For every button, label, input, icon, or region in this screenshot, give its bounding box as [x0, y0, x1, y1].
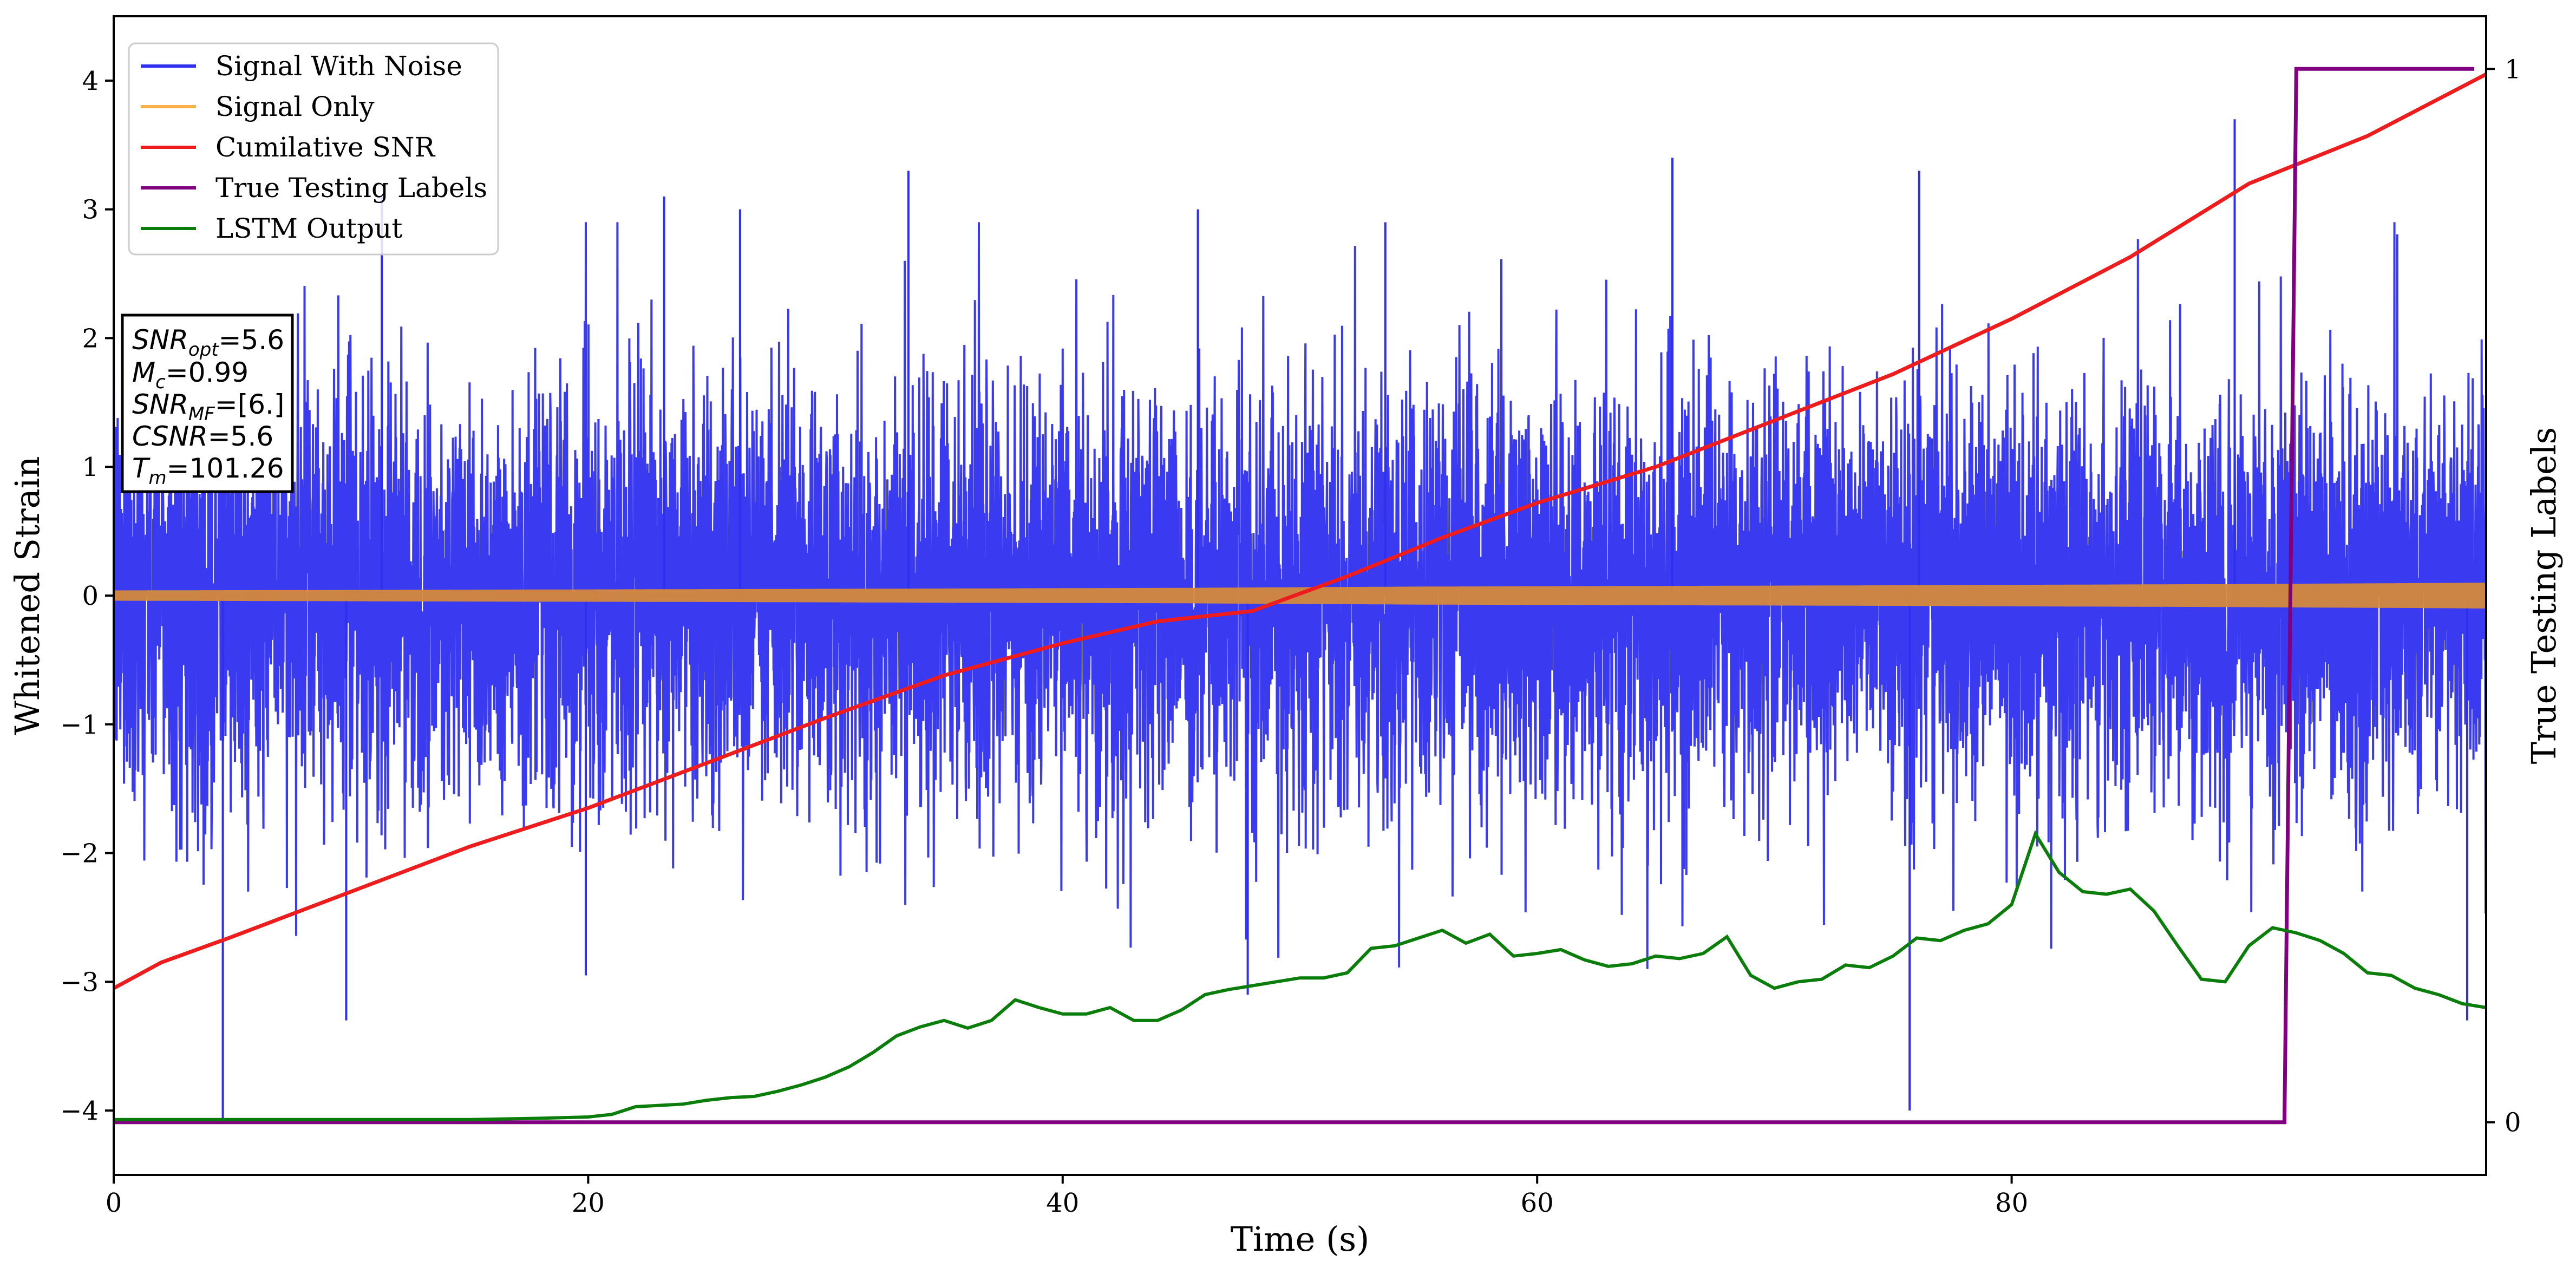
info-sub: c — [155, 371, 166, 393]
y-tick-label: 4 — [82, 66, 99, 96]
x-tick-label: 20 — [572, 1188, 605, 1218]
y-tick-label: 2 — [82, 323, 99, 354]
y-right-tick-label: 1 — [2505, 54, 2521, 84]
info-eq: =[6.] — [215, 389, 285, 420]
info-sym: CSNR — [132, 421, 208, 452]
info-sym: T — [132, 453, 151, 484]
info-line-snr-opt: SNRopt=5.6 — [132, 324, 284, 361]
info-sym: SNR — [132, 324, 188, 356]
y-tick-label: −4 — [60, 1096, 99, 1126]
info-sub: MF — [188, 403, 215, 425]
y-tick-label: 0 — [82, 581, 99, 611]
info-eq: =0.99 — [166, 357, 249, 388]
x-axis-label: Time (s) — [1231, 1219, 1370, 1259]
y-tick-label: −1 — [60, 710, 99, 740]
y-right-tick-label: 0 — [2505, 1108, 2521, 1138]
y-axis-label: Whitened Strain — [8, 456, 47, 735]
legend-label-lstm-output: LSTM Output — [215, 213, 402, 244]
true-testing-labels-line — [114, 67, 2475, 1125]
legend-label-signal-with-noise: Signal With Noise — [215, 50, 462, 82]
y-axis-label-right: True Testing Labels — [2524, 427, 2564, 765]
noise-series-line — [114, 222, 2486, 969]
info-eq: =5.6 — [208, 421, 273, 452]
info-sub: m — [149, 467, 167, 489]
info-eq: =101.26 — [167, 453, 284, 484]
x-tick-label: 80 — [1995, 1188, 2028, 1218]
info-line-tm: Tm=101.26 — [132, 453, 284, 489]
cumulative-snr-line — [114, 72, 2486, 990]
info-line-snr-mf: SNRMF=[6.] — [132, 389, 284, 425]
legend-label-cumilative-snr: Cumilative SNR — [215, 132, 435, 163]
y-tick-label: 1 — [82, 452, 99, 482]
plot-area — [114, 67, 2486, 1125]
info-sub: opt — [188, 339, 219, 361]
info-sym: M — [132, 357, 155, 388]
lstm-output-line — [114, 829, 2486, 1121]
info-sym: SNR — [132, 389, 188, 420]
y-tick-label: −2 — [60, 839, 99, 869]
x-tick-label: 0 — [106, 1188, 122, 1218]
legend: Signal With Noise Signal Only Cumilative… — [128, 42, 499, 256]
y-tick-label: −3 — [60, 967, 99, 997]
info-box: SNRopt=5.6 Mc=0.99 SNRMF=[6.] CSNR=5.6 T… — [121, 313, 294, 493]
legend-label-signal-only: Signal Only — [215, 91, 375, 122]
info-line-mc: Mc=0.99 — [132, 357, 249, 393]
info-line-csnr: CSNR=5.6 — [132, 421, 273, 452]
info-eq: =5.6 — [219, 324, 284, 356]
legend-frame — [128, 42, 499, 256]
legend-label-true-testing-labels: True Testing Labels — [215, 172, 487, 204]
x-tick-label: 40 — [1046, 1188, 1079, 1218]
y-tick-label: 3 — [82, 195, 99, 225]
info-box-frame — [121, 313, 294, 493]
x-tick-label: 60 — [1521, 1188, 1554, 1218]
